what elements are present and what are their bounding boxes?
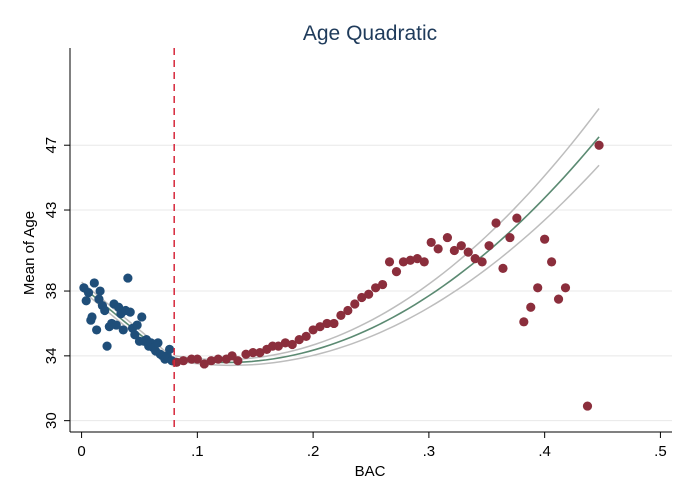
point-s1-50 — [519, 317, 529, 327]
point-s1-10 — [241, 349, 251, 359]
point-s0-10 — [100, 305, 110, 316]
point-s1-38 — [433, 244, 443, 254]
x-axis-title: BAC — [355, 463, 386, 480]
point-s1-53 — [540, 234, 550, 244]
point-s1-46 — [491, 218, 501, 228]
x-tick-label-2: .2 — [307, 443, 320, 460]
x-tick-label-5: .5 — [654, 443, 667, 460]
point-s1-49 — [512, 213, 522, 223]
point-s1-25 — [343, 305, 353, 316]
point-s1-52 — [533, 283, 543, 293]
point-s1-33 — [398, 257, 409, 267]
y-axis-title: Mean of Age — [21, 211, 38, 295]
y-tick-label-4: 47 — [43, 137, 60, 154]
point-s1-11 — [248, 348, 258, 358]
point-s1-35 — [412, 254, 422, 264]
point-s1-24 — [336, 310, 346, 320]
point-s0-20 — [123, 273, 133, 283]
y-tick-label-2: 38 — [43, 283, 60, 300]
axes — [64, 48, 672, 438]
x-tick-label-4: .4 — [538, 443, 551, 460]
chart-title: Age Quadratic — [303, 22, 437, 45]
point-s1-41 — [456, 241, 466, 251]
point-s0-18 — [118, 325, 128, 335]
point-s1-18 — [294, 335, 304, 345]
point-s0-24 — [132, 320, 142, 330]
point-s1-48 — [505, 232, 515, 243]
point-s1-28 — [364, 289, 374, 299]
point-s1-42 — [463, 247, 473, 257]
point-s1-56 — [560, 283, 571, 293]
point-s1-19 — [301, 331, 311, 342]
x-tick-label-1: .1 — [191, 443, 204, 460]
point-s0-26 — [137, 312, 147, 322]
y-tick-label-1: 34 — [43, 348, 60, 365]
point-s1-47 — [498, 263, 508, 273]
x-tick-label-3: .3 — [423, 443, 436, 460]
point-s1-15 — [273, 341, 283, 351]
point-s1-12 — [255, 348, 265, 358]
point-s1-21 — [315, 322, 325, 332]
ci-upper-1 — [174, 108, 600, 361]
point-s1-20 — [308, 325, 318, 335]
point-s1-9 — [233, 356, 243, 366]
point-s1-40 — [449, 245, 459, 256]
point-s0-33 — [153, 338, 163, 348]
point-s1-4 — [199, 359, 209, 369]
y-tick-label-0: 30 — [43, 412, 60, 429]
point-s1-54 — [547, 257, 557, 267]
point-s1-43 — [470, 254, 480, 264]
y-tick-label-3: 43 — [43, 202, 60, 219]
point-s0-38 — [164, 344, 175, 354]
point-s1-34 — [405, 255, 415, 265]
point-s1-51 — [526, 302, 536, 312]
point-s1-39 — [442, 232, 453, 243]
point-s0-11 — [102, 341, 112, 351]
point-s0-2 — [83, 288, 94, 298]
point-s1-3 — [192, 354, 202, 364]
point-s1-16 — [280, 338, 290, 348]
point-s1-32 — [391, 266, 402, 277]
point-s1-5 — [206, 356, 216, 366]
point-s1-36 — [419, 257, 429, 267]
point-s1-23 — [329, 318, 339, 329]
fit-line-1 — [174, 136, 600, 364]
point-s1-45 — [484, 241, 494, 251]
point-s1-57 — [582, 401, 593, 411]
point-s1-27 — [357, 292, 367, 303]
point-s1-31 — [384, 257, 395, 267]
point-s1-55 — [553, 294, 564, 304]
x-tick-labels: 0 .1 .2 .3 .4 .5 — [77, 443, 666, 460]
point-s0-1 — [81, 296, 91, 306]
point-s0-5 — [89, 278, 99, 288]
point-s0-6 — [92, 325, 102, 335]
ci-lower-1 — [174, 164, 600, 367]
point-s1-22 — [322, 318, 332, 329]
point-s1-37 — [426, 237, 436, 248]
point-s1-29 — [371, 283, 381, 293]
point-s1-26 — [350, 299, 360, 309]
x-tick-label-0: 0 — [77, 443, 85, 460]
point-s1-44 — [477, 257, 487, 267]
y-tick-labels: 30 34 38 43 47 — [43, 137, 60, 429]
point-s0-15 — [111, 320, 121, 330]
data-points — [79, 140, 604, 411]
point-s1-30 — [377, 279, 388, 290]
point-s0-21 — [125, 307, 135, 317]
point-s1-6 — [213, 354, 223, 364]
point-s1-17 — [287, 339, 297, 350]
point-s0-4 — [87, 312, 97, 322]
point-s1-1 — [178, 356, 189, 366]
point-s0-8 — [95, 286, 105, 296]
point-s0-23 — [130, 330, 140, 340]
point-s1-58 — [594, 140, 604, 150]
